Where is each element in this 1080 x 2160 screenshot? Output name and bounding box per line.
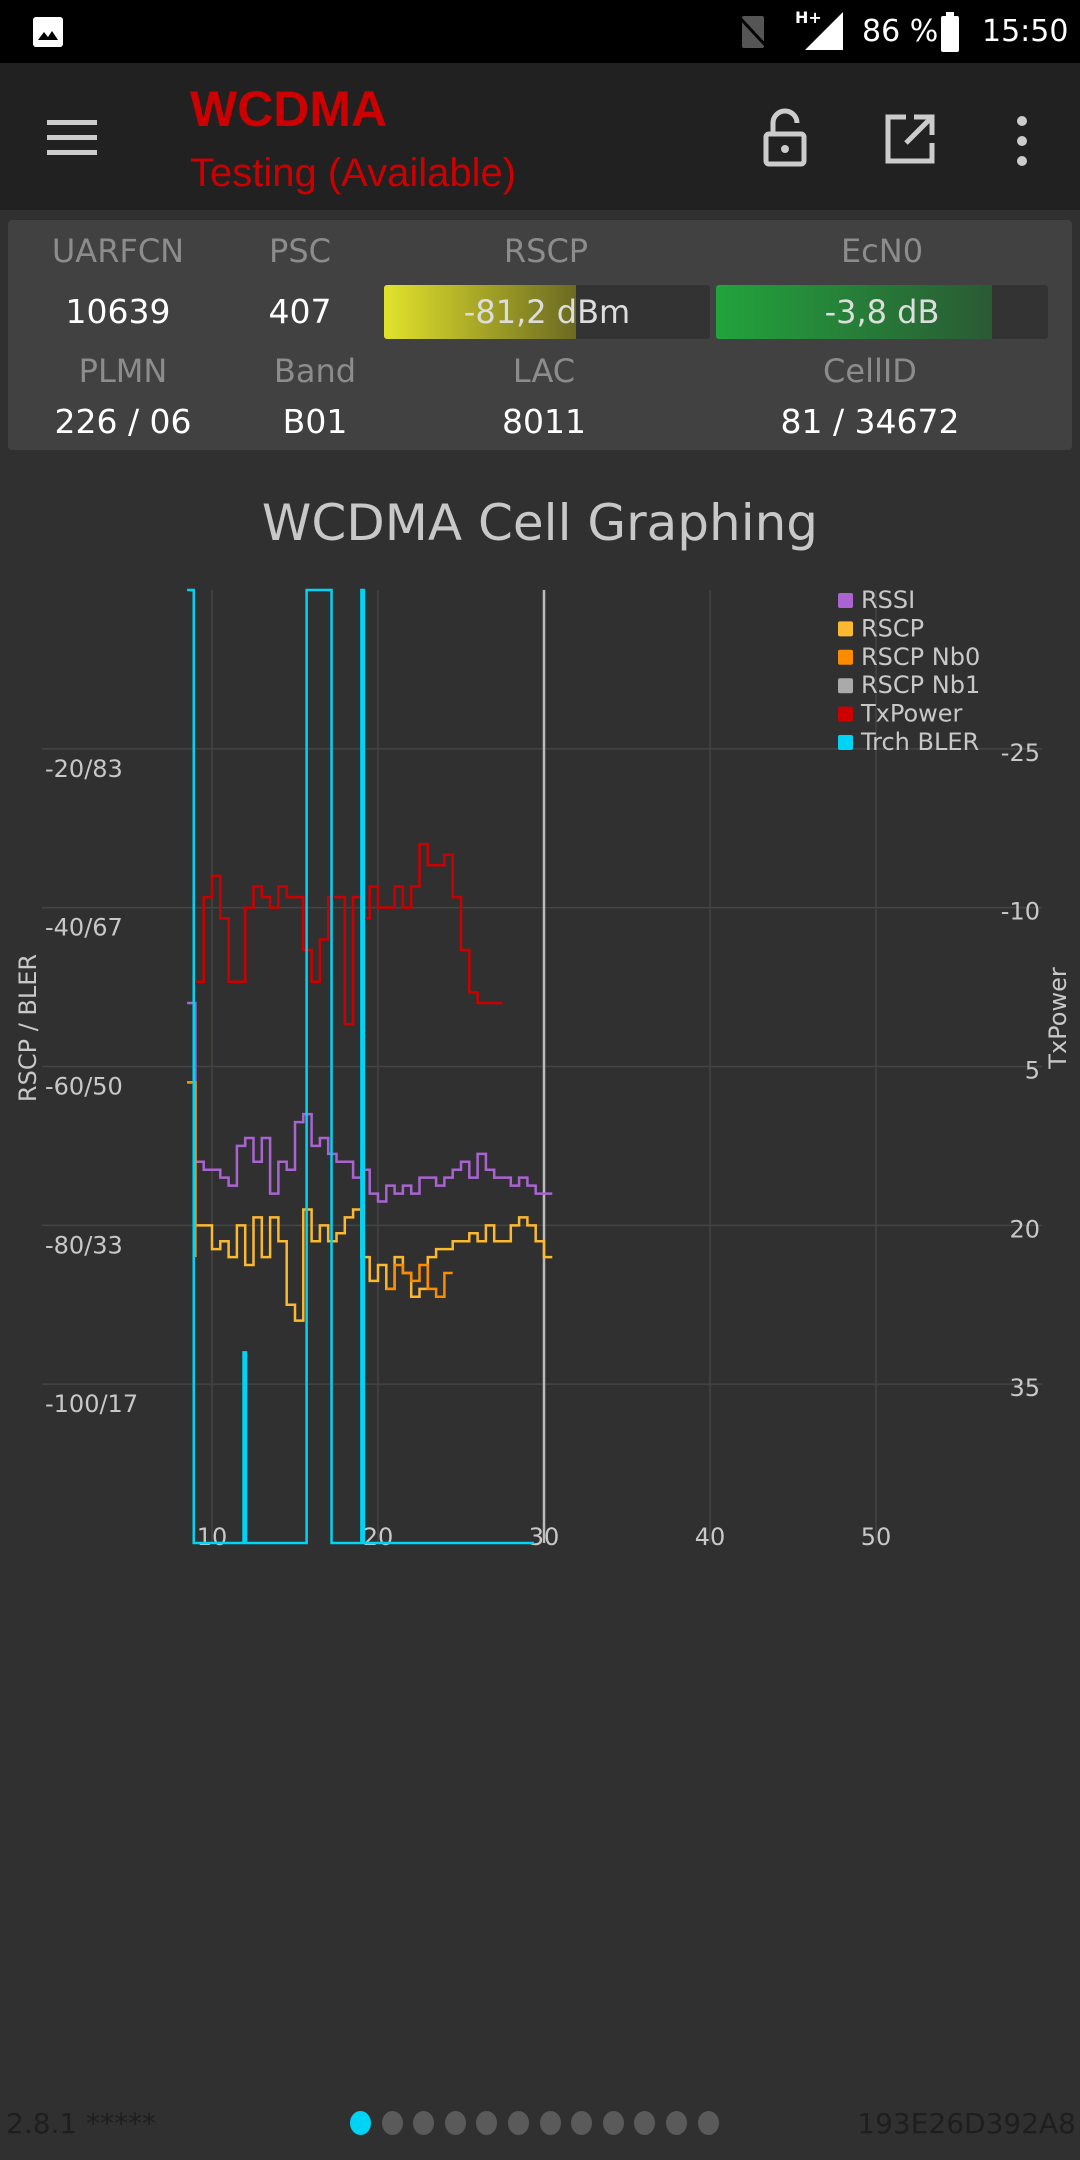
app-subtitle: Testing (Available) [190, 151, 517, 195]
left-tick-label: -100/17 [45, 1390, 138, 1418]
device-id: 193E26D392A8 [857, 2107, 1076, 2140]
cell-graph-chart: -20/83 -40/67 -60/50 -80/33 -100/17 -25 -10 5 20… [14, 586, 1072, 1551]
x-tick-label: 50 [861, 1523, 892, 1551]
cellid-value: 81 / 34672 [780, 402, 960, 441]
page-dot[interactable] [350, 2111, 371, 2135]
right-tick-label: 5 [1025, 1057, 1040, 1085]
ecn0-label: EcN0 [840, 232, 924, 270]
legend-swatch [838, 706, 853, 722]
ecn0-bar-fill [716, 285, 992, 339]
status-bar: H+ 86 % 15:50 [0, 0, 1080, 63]
page-dot[interactable] [444, 2111, 466, 2135]
left-tick-label: -60/50 [45, 1073, 123, 1101]
legend-label: Trch BLER [860, 728, 979, 756]
open-external-icon[interactable] [884, 113, 936, 165]
page-dot[interactable] [476, 2111, 498, 2135]
overflow-menu-icon[interactable] [1010, 113, 1034, 169]
ecn0-value: -3,8 dB [824, 293, 940, 331]
legend-swatch [838, 678, 853, 694]
legend-label: RSCP Nb1 [861, 671, 980, 699]
rscp-value: -81,2 dBm [463, 293, 631, 331]
lac-value: 8011 [502, 402, 586, 441]
legend-swatch [838, 593, 853, 608]
app-bar: WCDMA Testing (Available) [0, 63, 1080, 210]
page-dot[interactable] [634, 2111, 656, 2135]
lac-label: LAC [512, 352, 576, 390]
rscp-bar-fill [384, 285, 577, 339]
psc-label: PSC [269, 232, 331, 270]
series-line-rscp [187, 1081, 553, 1322]
app-title: WCDMA [190, 81, 388, 137]
cellid-label: CellID [823, 352, 917, 390]
right-tick-label: -10 [1001, 898, 1040, 926]
network-type: H+ [795, 8, 822, 27]
page-dot[interactable] [539, 2111, 561, 2135]
menu-hamburger-icon[interactable] [47, 118, 99, 158]
clock: 15:50 [982, 14, 1069, 49]
uarfcn-label: UARFCN [51, 232, 185, 270]
page-dot[interactable] [413, 2111, 435, 2135]
series-line-trch-bler [187, 588, 535, 1545]
right-tick-label: 20 [1009, 1215, 1040, 1243]
left-tick-label: -20/83 [45, 755, 123, 783]
plmn-value: 226 / 06 [54, 402, 192, 441]
x-tick-label: 10 [197, 1523, 228, 1551]
uarfcn-value: 10639 [65, 292, 171, 331]
series-line-rscp-nb0 [187, 1081, 453, 1299]
battery-icon [941, 12, 959, 52]
series-line-txpower [195, 842, 503, 1026]
band-value: B01 [282, 402, 348, 441]
rscp-bar: -81,2 dBm [384, 285, 710, 339]
page-dot[interactable] [697, 2111, 719, 2135]
no-sim-icon [738, 16, 770, 50]
left-axis-title: RSCP / BLER [14, 954, 42, 1102]
legend-label: RSSI [861, 586, 915, 614]
ecn0-bar: -3,8 dB [716, 285, 1048, 339]
right-axis-title: TxPower [1044, 967, 1072, 1070]
legend-label: RSCP Nb0 [861, 643, 980, 671]
psc-value: 407 [268, 292, 332, 331]
legend-swatch [838, 735, 853, 750]
x-tick-label: 20 [363, 1523, 394, 1551]
plmn-label: PLMN [78, 352, 168, 390]
image-notification-icon [33, 17, 63, 47]
band-label: Band [273, 352, 357, 390]
x-tick-label: 40 [695, 1523, 726, 1551]
page-dot[interactable] [666, 2111, 687, 2135]
unlock-icon[interactable] [760, 108, 810, 168]
series-line-rssi [187, 1001, 553, 1203]
right-tick-label: 35 [1009, 1374, 1040, 1402]
legend-swatch [838, 621, 853, 637]
signal-icon [805, 12, 843, 50]
cell-info-card: UARFCN 10639 PSC 407 RSCP -81,2 dBm EcN0… [8, 220, 1072, 450]
rscp-label: RSCP [503, 232, 589, 270]
right-tick-label: -25 [1001, 739, 1040, 767]
page-dot[interactable] [602, 2111, 624, 2135]
legend-label: RSCP [861, 614, 924, 642]
legend-label: TxPower [860, 700, 963, 728]
page-dot[interactable] [381, 2111, 403, 2135]
battery-percent: 86 % [862, 14, 939, 49]
page-dot[interactable] [571, 2111, 593, 2135]
left-tick-label: -40/67 [45, 914, 123, 942]
chart-title: WCDMA Cell Graphing [261, 494, 819, 552]
app-version: 2.8.1 ***** [6, 2107, 157, 2140]
legend-swatch [838, 649, 853, 665]
left-tick-label: -80/33 [45, 1231, 123, 1259]
page-dot[interactable] [508, 2111, 529, 2135]
